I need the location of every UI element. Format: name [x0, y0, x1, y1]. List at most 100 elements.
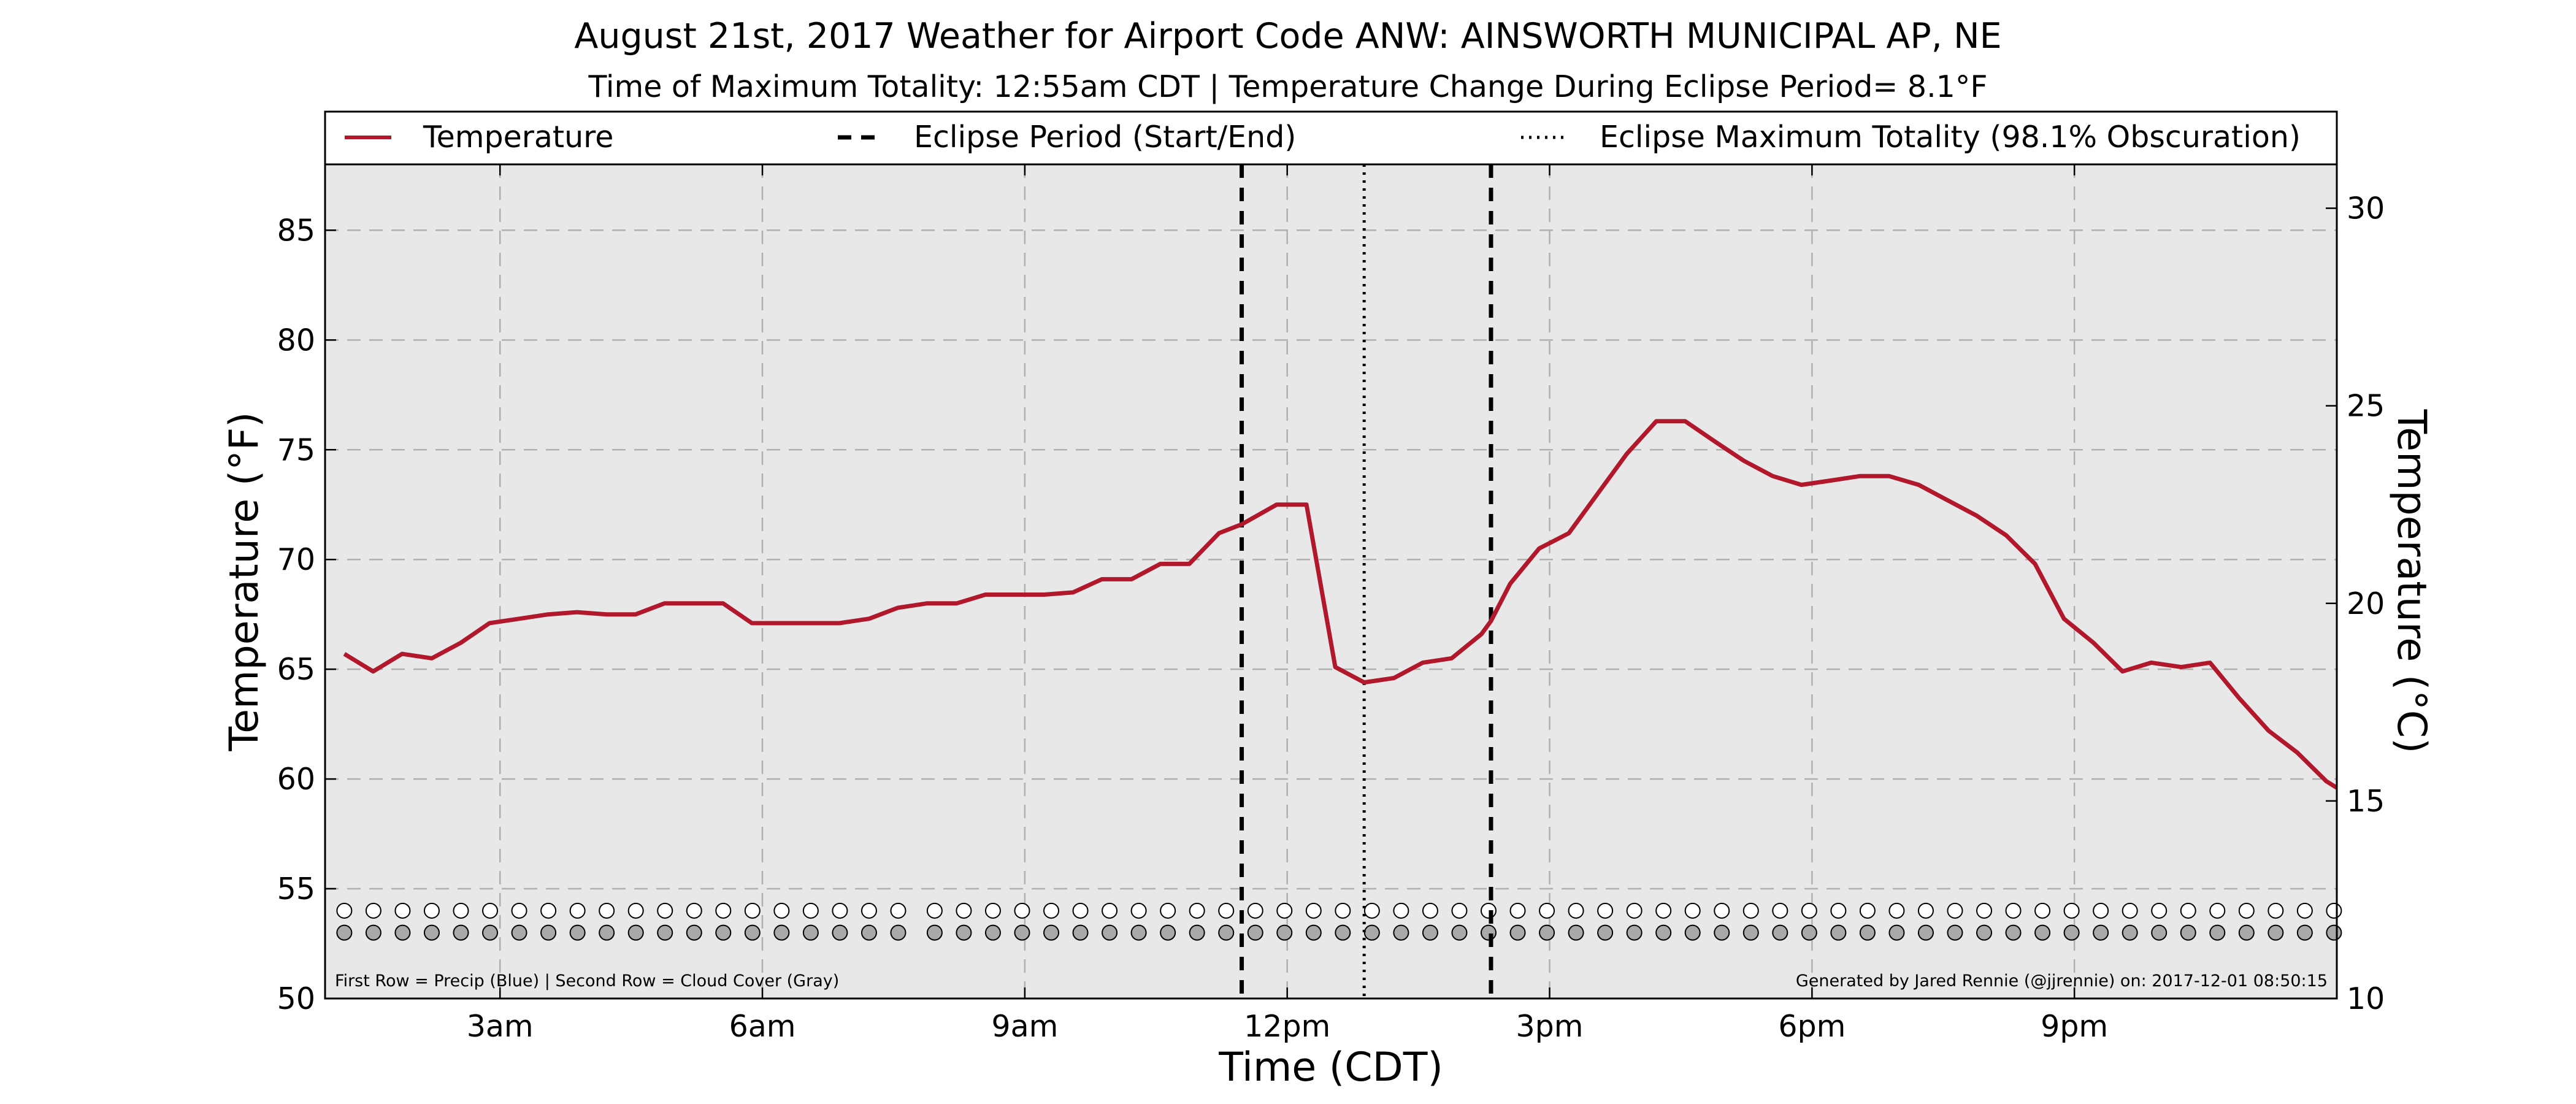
precip-dot	[1655, 902, 1672, 919]
cloud-cover-dot	[1888, 924, 1905, 941]
cloud-cover-dot	[2238, 924, 2255, 941]
cloud-cover-dot	[1539, 924, 1555, 941]
cloud-cover-dot	[2267, 924, 2284, 941]
precip-dot	[2209, 902, 2226, 919]
precip-dot	[773, 902, 790, 919]
cloud-cover-dot	[2063, 924, 2080, 941]
precip-dot	[1247, 902, 1263, 919]
chart-subtitle: Time of Maximum Totality: 12:55am CDT | …	[588, 69, 1987, 104]
x-tick-label: 9am	[991, 1009, 1058, 1044]
precip-dot	[511, 902, 527, 919]
cloud-cover-dot	[1976, 924, 1993, 941]
x-axis-title: Time (CDT)	[1218, 1045, 1443, 1091]
cloud-cover-dot	[1276, 924, 1293, 941]
precip-dot	[1014, 902, 1030, 919]
cloud-cover-dot	[2209, 924, 2226, 941]
cloud-cover-dot	[1597, 924, 1614, 941]
precip-dot	[1422, 902, 1438, 919]
cloud-cover-dot	[1393, 924, 1409, 941]
x-tick-label: 12pm	[1244, 1009, 1330, 1044]
cloud-cover-dot	[1189, 924, 1205, 941]
cloud-cover-dot	[2093, 924, 2109, 941]
legend-label-temperature: Temperature	[423, 120, 613, 155]
cloud-cover-dot	[1509, 924, 1526, 941]
cloud-cover-dot	[802, 924, 819, 941]
precip-dot	[832, 902, 848, 919]
legend-label-eclipse-period: Eclipse Period (Start/End)	[914, 120, 1296, 155]
cloud-cover-dot	[1160, 924, 1176, 941]
plot-area	[325, 164, 2337, 999]
precip-dot	[2326, 902, 2342, 919]
legend: Temperature Eclipse Period (Start/End) E…	[324, 110, 2338, 166]
cloud-cover-dot	[686, 924, 702, 941]
note-left: First Row = Precip (Blue) | Second Row =…	[335, 972, 839, 991]
y-tick-label-left: 50	[277, 981, 315, 1016]
cloud-cover-dot	[861, 924, 877, 941]
precip-dot	[1947, 902, 1963, 919]
precip-dot	[2151, 902, 2168, 919]
precip-dot	[1393, 902, 1409, 919]
precip-dot	[686, 902, 702, 919]
series-line-temperature	[343, 419, 2338, 790]
precip-dot	[1305, 902, 1322, 919]
precip-dot	[1976, 902, 1993, 919]
precip-dot	[1480, 902, 1497, 919]
cloud-cover-dot	[2180, 924, 2196, 941]
precip-dot	[1276, 902, 1293, 919]
precip-dot	[926, 902, 943, 919]
precip-dot	[2005, 902, 2022, 919]
cloud-cover-dot	[744, 924, 761, 941]
x-tick-label: 6pm	[1778, 1009, 1846, 1044]
y-axis-left: 50 55 60 65 70 75 80 85	[277, 213, 336, 1016]
cloud-cover-dot	[1742, 924, 1759, 941]
cloud-cover-dot	[365, 924, 381, 941]
cloud-cover-dot	[2034, 924, 2051, 941]
precip-dot	[1597, 902, 1614, 919]
precip-dot	[2180, 902, 2196, 919]
cloud-cover-dot	[2326, 924, 2342, 941]
precip-dot	[1043, 902, 1060, 919]
precip-dot	[1539, 902, 1555, 919]
cloud-cover-dot	[1014, 924, 1030, 941]
cloud-cover-dot	[984, 924, 1001, 941]
cloud-cover-dot	[1218, 924, 1235, 941]
precip-dot	[2296, 902, 2313, 919]
cloud-cover-dot	[715, 924, 732, 941]
y-tick-label-left: 60	[277, 762, 315, 797]
precip-dot	[423, 902, 440, 919]
cloud-cover-dot	[627, 924, 644, 941]
cloud-cover-dot	[657, 924, 673, 941]
cloud-cover-dot	[1102, 924, 1118, 941]
precip-dot	[657, 902, 673, 919]
cloud-cover-dot	[569, 924, 586, 941]
precip-dot	[569, 902, 586, 919]
cloud-cover-dot	[956, 924, 972, 941]
cloud-cover-dot	[1363, 924, 1380, 941]
cloud-cover-dot	[482, 924, 499, 941]
precip-dot	[1072, 902, 1089, 919]
precip-dot	[984, 902, 1001, 919]
precip-dot	[453, 902, 469, 919]
cloud-cover-dot	[599, 924, 615, 941]
precip-dot	[1130, 902, 1147, 919]
precip-dot	[2093, 902, 2109, 919]
precip-dot	[627, 902, 644, 919]
precip-dot	[1189, 902, 1205, 919]
precip-dot	[2267, 902, 2284, 919]
precip-dot	[1509, 902, 1526, 919]
note-right: Generated by Jared Rennie (@jjrennie) on…	[1796, 972, 2328, 991]
y-tick-label-left: 75	[277, 432, 315, 467]
y-tick-label-right: 25	[2347, 389, 2385, 424]
precip-cloud-rows	[336, 902, 2342, 941]
cloud-cover-dot	[1130, 924, 1147, 941]
y-axis-left-title: Temperature (°F)	[221, 412, 267, 751]
precip-dot	[715, 902, 732, 919]
cloud-cover-dot	[1801, 924, 1817, 941]
x-tick-label: 3am	[467, 1009, 534, 1044]
precip-dot	[1451, 902, 1468, 919]
precip-dot	[890, 902, 907, 919]
cloud-cover-dot	[1714, 924, 1730, 941]
precip-dot	[802, 902, 819, 919]
cloud-cover-dot	[1859, 924, 1876, 941]
cloud-cover-dot	[1655, 924, 1672, 941]
